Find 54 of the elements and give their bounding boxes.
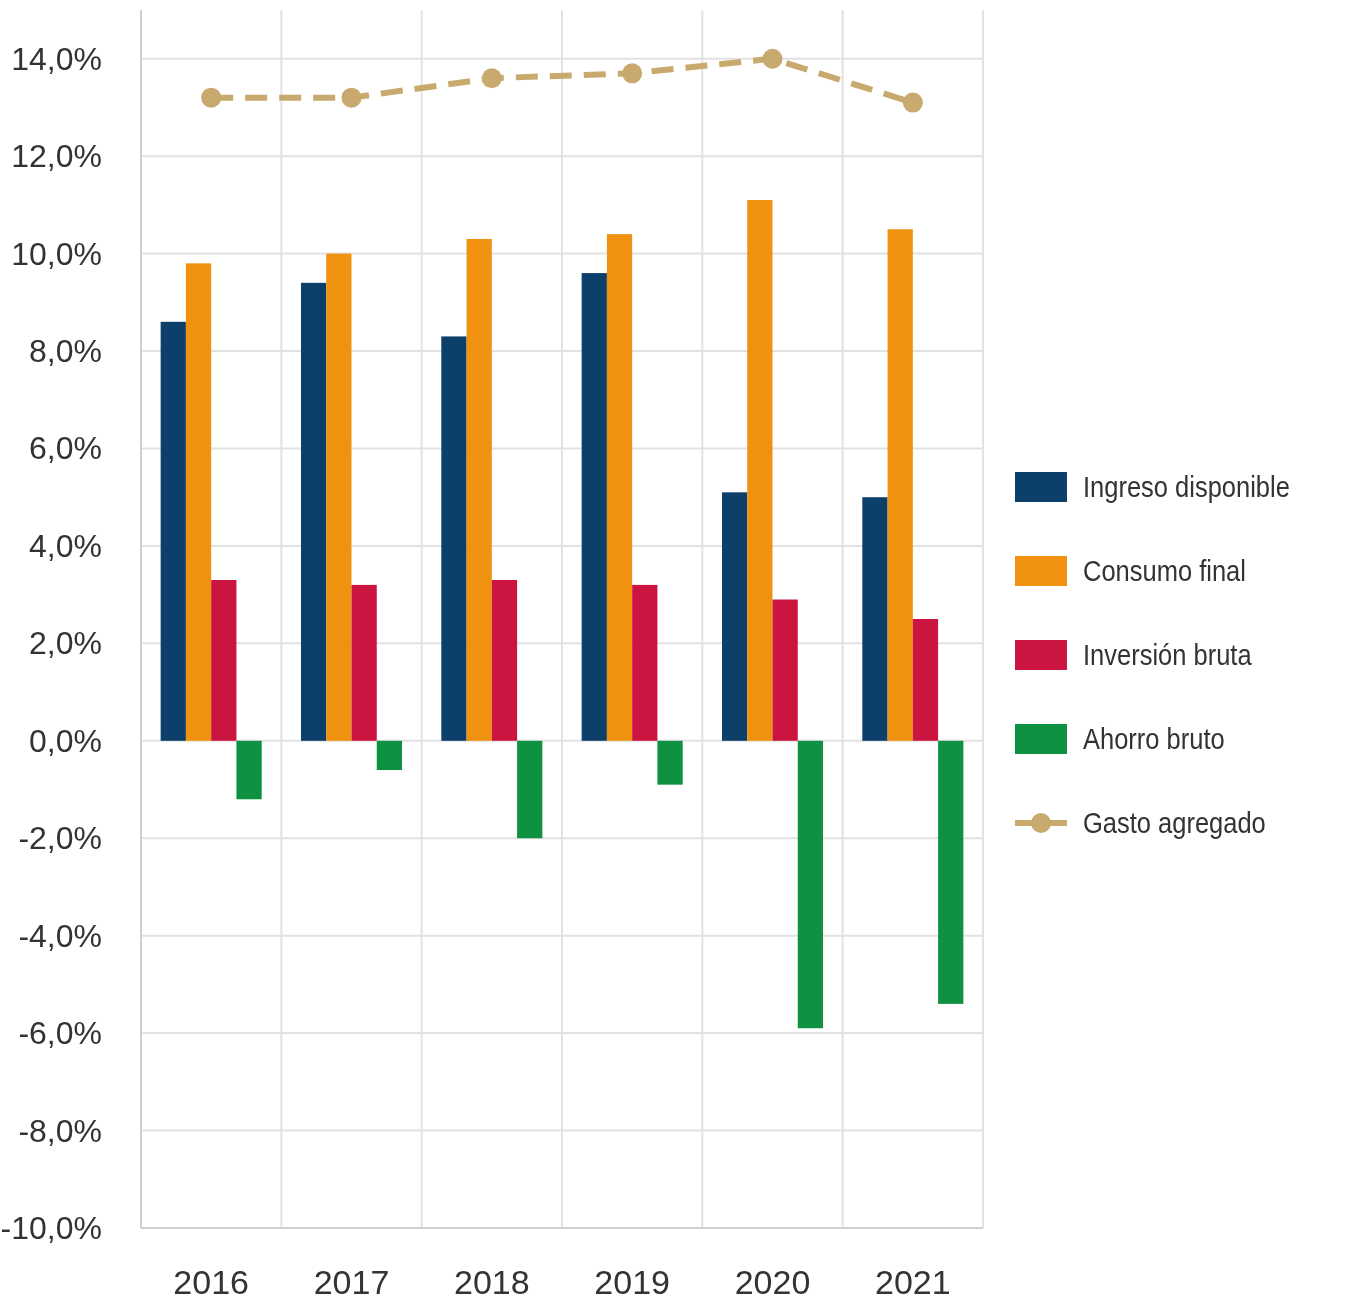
legend-label: Ahorro bruto bbox=[1083, 722, 1225, 756]
legend-label: Inversión bruta bbox=[1083, 638, 1253, 672]
bar bbox=[441, 336, 467, 741]
point bbox=[762, 48, 783, 69]
bar bbox=[185, 263, 212, 741]
y-tick-label: -6,0% bbox=[18, 1015, 102, 1052]
x-tick-label: 2021 bbox=[875, 1263, 951, 1301]
bar bbox=[581, 273, 607, 741]
bar bbox=[721, 492, 748, 741]
y-tick-label: 0,0% bbox=[29, 722, 102, 759]
bar bbox=[160, 321, 186, 741]
bar bbox=[632, 584, 658, 741]
bar bbox=[862, 497, 888, 741]
point bbox=[622, 63, 643, 84]
point bbox=[201, 87, 222, 108]
bar bbox=[300, 282, 327, 741]
bar bbox=[376, 740, 403, 771]
bar bbox=[657, 740, 683, 785]
legend-label: Gasto agregado bbox=[1083, 806, 1266, 840]
y-tick-label: 8,0% bbox=[29, 333, 102, 370]
x-tick-label: 2017 bbox=[313, 1263, 390, 1301]
bar bbox=[772, 599, 798, 741]
bar bbox=[351, 584, 377, 741]
y-tick-label: 14,0% bbox=[11, 40, 102, 77]
y-tick-label: -8,0% bbox=[18, 1112, 102, 1149]
point bbox=[341, 87, 362, 108]
x-tick-label: 2019 bbox=[594, 1263, 670, 1301]
point bbox=[481, 68, 502, 89]
bar bbox=[606, 234, 633, 741]
x-tick-label: 2020 bbox=[734, 1263, 811, 1301]
y-tick-label: 6,0% bbox=[29, 430, 102, 467]
y-tick-label: 12,0% bbox=[11, 138, 102, 175]
y-tick-label: -10,0% bbox=[0, 1210, 102, 1246]
bar bbox=[938, 740, 964, 1004]
bar bbox=[517, 740, 543, 839]
x-tick-label: 2016 bbox=[173, 1263, 249, 1301]
legend-label: Ingreso disponible bbox=[1083, 470, 1290, 504]
bar bbox=[747, 200, 773, 741]
y-tick-label: -2,0% bbox=[18, 820, 102, 857]
bar bbox=[912, 619, 939, 741]
bar bbox=[466, 238, 492, 741]
bar bbox=[797, 740, 824, 1029]
bar bbox=[887, 229, 913, 741]
bar bbox=[491, 580, 518, 741]
y-tick-label: 10,0% bbox=[11, 235, 102, 272]
bar bbox=[236, 740, 262, 800]
legend-label: Consumo final bbox=[1083, 554, 1246, 588]
y-tick-label: -4,0% bbox=[18, 917, 102, 954]
y-tick-label: 4,0% bbox=[29, 527, 102, 564]
bar bbox=[211, 580, 237, 741]
y-tick-label: 2,0% bbox=[29, 625, 102, 662]
point bbox=[902, 92, 923, 113]
bar bbox=[326, 253, 352, 741]
x-tick-label: 2018 bbox=[454, 1263, 530, 1301]
